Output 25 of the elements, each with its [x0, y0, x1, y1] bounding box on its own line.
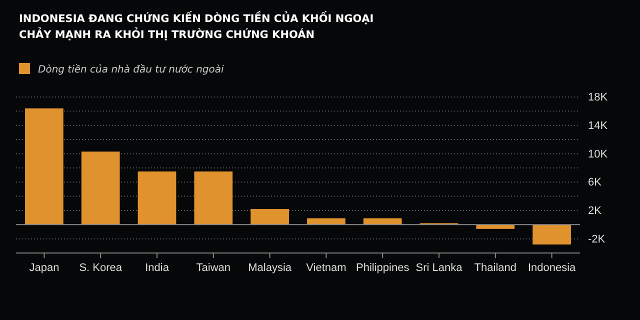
bar [250, 209, 289, 225]
bar [194, 171, 233, 225]
x-tick-label: Japan [29, 262, 60, 274]
bar [25, 108, 64, 225]
x-tick-label: Indonesia [528, 262, 577, 274]
y-tick-label: 10K [588, 148, 608, 160]
y-tick-label: 6K [588, 176, 602, 189]
x-tick-label: Malaysia [248, 262, 292, 274]
x-tick-label: Philippines [356, 262, 410, 274]
bar [81, 152, 120, 225]
x-tick-label: Sri Lanka [416, 262, 464, 274]
x-tick-label: S. Korea [79, 262, 123, 274]
y-tick-label: 2K [588, 204, 602, 217]
x-tick-label: Vietnam [306, 262, 346, 274]
x-tick-label: India [145, 262, 170, 274]
chart-title: INDONESIA ĐANG CHỨNG KIẾN DÒNG TIỀN CỦA KHỐI NGOẠI CHẢY MẠNH RA KHỎI THỊ TRƯỜNG CHỨNG KHOÁN [19, 10, 374, 41]
bar [476, 224, 515, 229]
x-tick-label: Taiwan [196, 262, 231, 274]
y-tick-label: 18K [588, 92, 608, 104]
y-tick-label: -2K [588, 233, 606, 246]
y-tick-label: 14K [588, 120, 608, 132]
bar [138, 171, 176, 225]
legend-label: Dòng tiền của nhà đầu tư nước ngoài [38, 64, 224, 76]
x-tick-label: Thailand [474, 262, 516, 274]
bar [532, 224, 571, 244]
